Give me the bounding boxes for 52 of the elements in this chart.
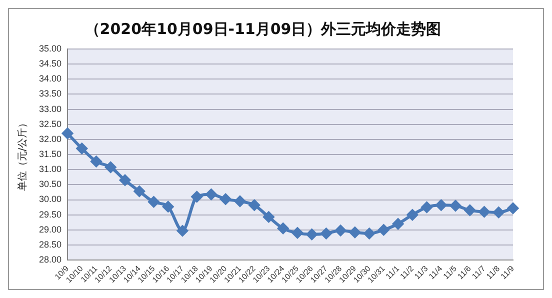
x-tick-label: 11/9	[499, 264, 516, 282]
y-tick-label: 30.00	[38, 194, 62, 204]
point	[191, 191, 202, 202]
point	[220, 194, 232, 205]
y-tick-label: 32.00	[38, 134, 62, 144]
x-tick-label: 11/8	[484, 264, 502, 282]
point	[248, 200, 260, 211]
point	[206, 188, 217, 200]
point	[176, 225, 188, 236]
point	[76, 143, 88, 154]
point	[263, 211, 274, 222]
point	[162, 201, 174, 212]
y-tick-label: 35.00	[38, 43, 62, 54]
y-tick-label: 33.50	[38, 88, 62, 99]
y-tick-label: 28.50	[38, 239, 62, 250]
x-tick-label: 11/6	[456, 264, 474, 282]
y-tick-label: 28.00	[38, 254, 62, 265]
y-tick-label: 31.00	[38, 164, 62, 174]
y-tick-label: 31.50	[38, 149, 62, 160]
y-tick-label: 29.50	[38, 209, 62, 220]
point	[392, 218, 404, 230]
point	[234, 196, 246, 207]
point	[335, 225, 346, 236]
point	[320, 228, 332, 240]
point	[478, 206, 490, 218]
point	[278, 222, 289, 234]
point	[90, 156, 102, 167]
y-tick-label: 34.50	[38, 58, 62, 69]
y-tick-label: 33.00	[38, 104, 62, 114]
point	[148, 196, 160, 208]
point	[306, 228, 318, 240]
point	[62, 128, 74, 139]
point	[364, 228, 375, 240]
point	[450, 200, 462, 212]
point	[406, 209, 418, 220]
y-axis-title: 单位（元/公斤）	[16, 118, 29, 192]
point	[464, 204, 476, 216]
point	[508, 202, 518, 214]
point	[436, 200, 447, 211]
y-tick-label: 30.50	[38, 179, 62, 190]
point	[349, 226, 360, 238]
y-tick-label: 34.00	[38, 74, 62, 84]
chart-title: （2020年10月09日-11月09日）外三元均价走势图	[84, 20, 442, 38]
point	[292, 227, 303, 238]
y-tick-label: 29.00	[38, 224, 62, 234]
y-tick-label: 32.50	[38, 118, 62, 129]
point	[134, 186, 145, 197]
point	[421, 202, 432, 213]
point	[120, 174, 131, 186]
point	[105, 162, 116, 173]
point	[493, 206, 504, 218]
point	[378, 224, 390, 236]
